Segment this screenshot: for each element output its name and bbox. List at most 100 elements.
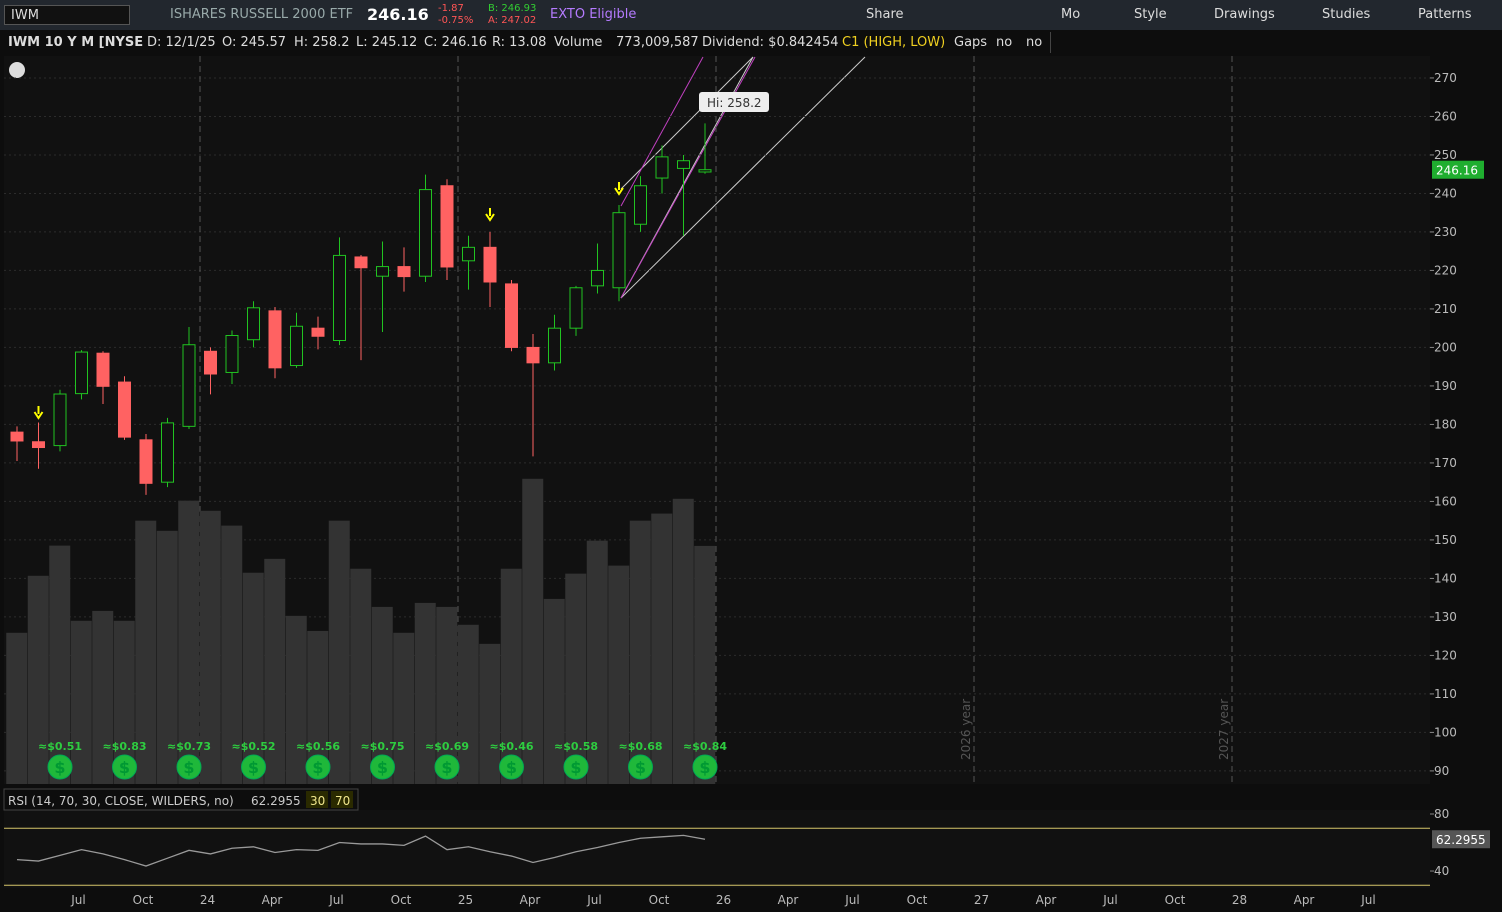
candle-body bbox=[268, 310, 282, 369]
x-tick-label: Jul bbox=[328, 893, 343, 907]
dividend-symbol: $ bbox=[119, 758, 130, 777]
header-item: Gaps bbox=[950, 32, 993, 53]
dividend-icon bbox=[434, 754, 460, 780]
x-tick-label: Jul bbox=[1360, 893, 1375, 907]
hi-label: Hi: 258.2 bbox=[707, 96, 762, 110]
header-item: O: 245.57 bbox=[218, 32, 291, 53]
dividend-symbol: $ bbox=[699, 758, 710, 777]
trend-line bbox=[620, 56, 866, 299]
candle-body bbox=[118, 381, 131, 438]
hi-bubble bbox=[699, 92, 769, 112]
volume-bar bbox=[350, 568, 372, 784]
dividend-icon bbox=[241, 754, 266, 780]
last-price: 246.16 bbox=[367, 5, 429, 24]
style-button[interactable]: Style bbox=[1134, 7, 1167, 22]
candle-body bbox=[333, 254, 346, 342]
candle-body bbox=[548, 327, 561, 364]
volume-bar bbox=[393, 632, 415, 784]
dividend-label: ≈$0.69 bbox=[425, 740, 469, 753]
volume-bar bbox=[457, 624, 479, 784]
volume-bar bbox=[285, 615, 307, 784]
x-tick-label: Jul bbox=[586, 893, 601, 907]
volume-bar bbox=[672, 498, 694, 784]
x-tick-label: Oct bbox=[1165, 893, 1186, 907]
dividend-symbol: $ bbox=[248, 758, 259, 777]
header-item: Dividend: $0.842454 bbox=[698, 32, 839, 53]
volume-bar bbox=[436, 606, 458, 784]
dividend-label: ≈$0.75 bbox=[360, 740, 404, 753]
candle-body bbox=[397, 266, 411, 278]
drawings-button[interactable]: Drawings bbox=[1214, 7, 1275, 22]
header-item: R: 13.08 bbox=[488, 32, 551, 53]
volume-bar bbox=[565, 573, 587, 784]
x-tick-label: 26 bbox=[716, 893, 731, 907]
rsi-last: 62.2955 bbox=[251, 794, 301, 808]
volume-bar bbox=[608, 565, 630, 784]
y-tick-label: 250 bbox=[1434, 148, 1457, 162]
rsi-title-bg bbox=[3, 788, 359, 811]
change: -1.87 bbox=[438, 3, 464, 14]
y-tick-label: 230 bbox=[1434, 225, 1457, 239]
x-tick-label: Oct bbox=[133, 893, 154, 907]
description: ISHARES RUSSELL 2000 ETF bbox=[170, 7, 354, 22]
x-tick-label: Jul bbox=[70, 893, 85, 907]
candle-body bbox=[53, 393, 67, 447]
arrow bbox=[614, 182, 624, 196]
candle-body bbox=[612, 212, 626, 289]
y-tick-label: 190 bbox=[1434, 379, 1457, 393]
year-label: 2026 year bbox=[959, 699, 973, 760]
mode-button[interactable]: Mo bbox=[1061, 7, 1081, 22]
header-item: 773,009,587 bbox=[612, 32, 699, 53]
y-tick-label: 100 bbox=[1434, 725, 1457, 739]
y-tick-label: 240 bbox=[1434, 186, 1457, 200]
volume-bar bbox=[49, 545, 71, 784]
dividend-label: ≈$0.84 bbox=[683, 740, 727, 753]
studies-button[interactable]: Studies bbox=[1322, 7, 1371, 22]
y-tick-label: 150 bbox=[1434, 533, 1457, 547]
rsi-title: RSI (14, 70, 30, CLOSE, WILDERS, no) bbox=[8, 794, 234, 808]
candle-body bbox=[204, 350, 217, 375]
header-item: C: 246.16 bbox=[420, 32, 489, 53]
level-bg bbox=[306, 791, 328, 808]
header-item: no bbox=[1022, 32, 1051, 53]
candle-body bbox=[483, 246, 497, 283]
x-tick-label: Jul bbox=[1102, 893, 1117, 907]
candle-body bbox=[75, 351, 88, 395]
candle-body bbox=[247, 307, 260, 341]
header-item: H: 258.2 bbox=[290, 32, 353, 53]
exto[interactable]: EXTO Eligible bbox=[550, 7, 637, 22]
header-item: Volume bbox=[550, 32, 613, 53]
x-tick-label: Apr bbox=[1294, 893, 1315, 907]
header-item: no bbox=[992, 32, 1023, 53]
y-tick-label: 260 bbox=[1434, 109, 1457, 123]
trend-line bbox=[620, 56, 704, 207]
change-pct: -0.75% bbox=[438, 15, 474, 26]
volume-bar bbox=[479, 643, 501, 784]
volume-bar bbox=[199, 510, 221, 784]
dividend-icon bbox=[628, 754, 653, 780]
candle-body bbox=[440, 185, 454, 268]
y-tick-label: 210 bbox=[1434, 302, 1457, 316]
level-bg bbox=[331, 791, 353, 808]
dividend-symbol: $ bbox=[441, 758, 452, 777]
y-tick-label: 140 bbox=[1434, 571, 1457, 585]
alert-icon[interactable] bbox=[9, 62, 25, 78]
x-tick-label: 28 bbox=[1232, 893, 1247, 907]
symbol-box[interactable]: IWM bbox=[4, 5, 130, 25]
header-item: C1 (HIGH, LOW) bbox=[838, 32, 951, 53]
dividend-icon bbox=[370, 754, 395, 780]
arrow bbox=[485, 208, 495, 222]
x-tick-label: Apr bbox=[1036, 893, 1057, 907]
dividend-icon bbox=[112, 754, 137, 780]
y-tick-label: 160 bbox=[1434, 494, 1457, 508]
volume-bar bbox=[651, 513, 673, 784]
header-item: IWM 10 Y M [NYSE] bbox=[4, 32, 149, 53]
x-tick-label: Apr bbox=[520, 893, 541, 907]
patterns-button[interactable]: Patterns bbox=[1418, 7, 1472, 22]
share-button[interactable]: Share bbox=[866, 7, 904, 22]
dividend-icon bbox=[563, 754, 589, 780]
candle-body bbox=[139, 439, 153, 484]
rsi-marker-bg bbox=[1432, 830, 1490, 849]
dividend-icon bbox=[176, 754, 202, 780]
